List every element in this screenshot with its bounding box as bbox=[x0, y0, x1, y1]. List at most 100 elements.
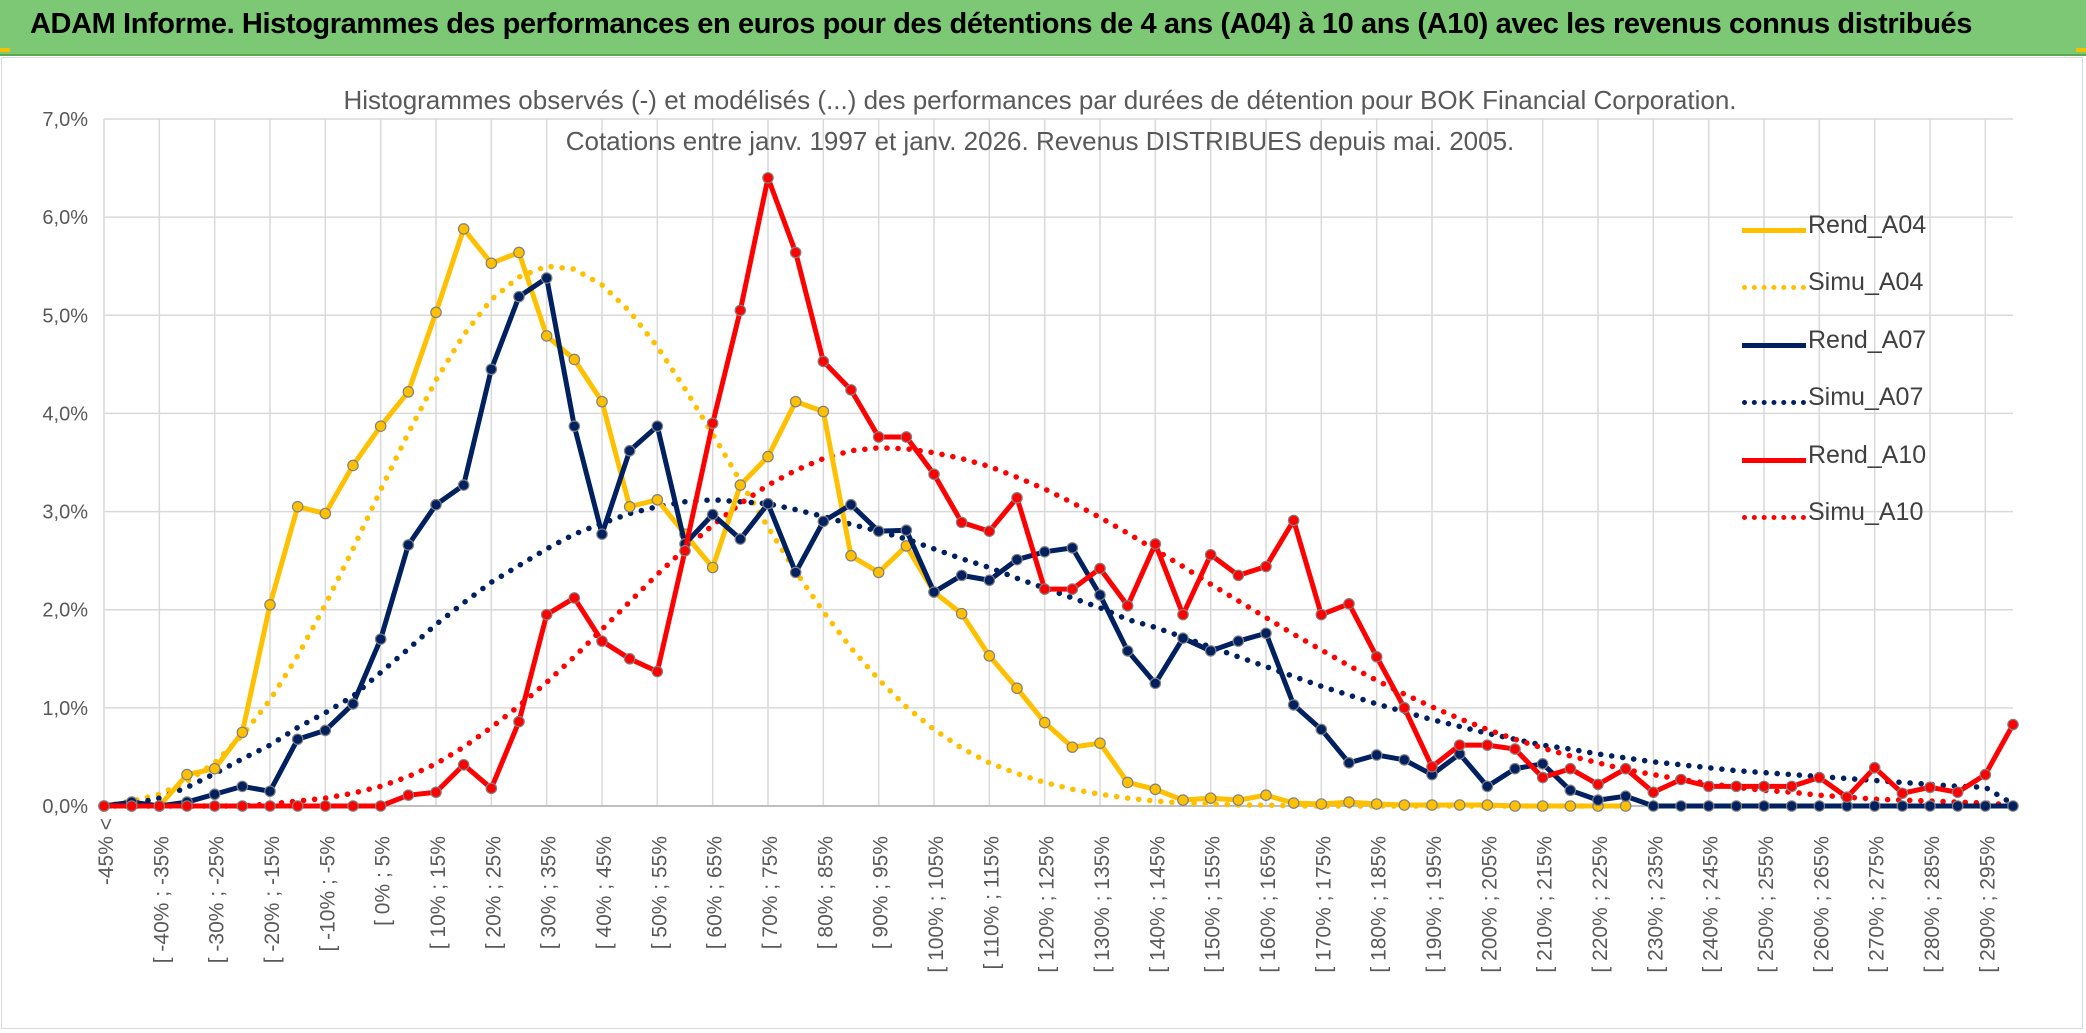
data-point-rend-a10 bbox=[1011, 492, 1023, 504]
data-point-rend-a04 bbox=[291, 500, 304, 513]
report-header-bar: ADAM Informe. Histogrammes des performan… bbox=[0, 0, 2086, 56]
data-point-rend-a10 bbox=[1702, 780, 1715, 793]
legend-swatch-simu-a04 bbox=[1742, 285, 1806, 290]
data-point-rend-a07 bbox=[1702, 800, 1715, 812]
data-point-rend-a10 bbox=[153, 800, 166, 812]
data-point-rend-a10 bbox=[1398, 702, 1411, 714]
x-tick-label: [ -20% ; -15% bbox=[261, 836, 284, 963]
data-point-rend-a10 bbox=[402, 789, 415, 802]
data-point-rend-a04 bbox=[485, 257, 498, 270]
data-point-rend-a07 bbox=[1011, 553, 1023, 566]
data-point-rend-a10 bbox=[762, 172, 774, 184]
x-axis-labels: -45% < [ -40% ; -35% [ -30% ; -25% [ -20% ;… bbox=[95, 818, 1999, 973]
data-point-rend-a04 bbox=[762, 450, 774, 463]
legend-label-rend-a04: Rend_A04 bbox=[1808, 211, 1927, 239]
data-point-rend-a10 bbox=[540, 608, 553, 621]
data-point-rend-a07 bbox=[513, 290, 525, 303]
legend-label-rend-a10: Rend_A10 bbox=[1808, 441, 1927, 469]
data-point-rend-a10 bbox=[1758, 780, 1770, 793]
data-point-rend-a04 bbox=[706, 561, 719, 574]
data-point-rend-a04 bbox=[1232, 794, 1245, 806]
legend-item-rend-a10[interactable]: Rend_A10 bbox=[1740, 438, 1970, 478]
data-point-rend-a10 bbox=[264, 800, 276, 812]
x-tick-label: [ 40% ; 45% bbox=[593, 836, 616, 949]
data-point-rend-a10 bbox=[374, 800, 387, 812]
data-point-rend-a10 bbox=[125, 800, 138, 812]
x-tick-label: [ 130% ; 135% bbox=[1091, 836, 1114, 973]
data-point-rend-a10 bbox=[181, 800, 193, 812]
data-point-rend-a10 bbox=[98, 800, 110, 812]
data-point-rend-a07 bbox=[845, 498, 857, 511]
legend-swatch-rend-a07 bbox=[1742, 343, 1806, 348]
legend-item-simu-a07[interactable]: Simu_A07 bbox=[1740, 380, 1970, 420]
data-point-rend-a10 bbox=[236, 800, 249, 812]
x-tick-label: [ 70% ; 75% bbox=[759, 836, 782, 949]
y-tick-label: 4,0% bbox=[42, 403, 88, 425]
data-point-rend-a07 bbox=[1896, 800, 1909, 812]
y-tick-label: 2,0% bbox=[42, 600, 88, 622]
data-point-rend-a07 bbox=[955, 569, 968, 582]
data-point-rend-a10 bbox=[1509, 743, 1521, 755]
report-title: ADAM Informe. Histogrammes des performan… bbox=[30, 8, 1972, 40]
legend-item-rend-a07[interactable]: Rend_A07 bbox=[1740, 323, 1970, 363]
data-point-rend-a04 bbox=[1287, 797, 1300, 809]
data-point-rend-a07 bbox=[1481, 780, 1494, 793]
data-point-rend-a04 bbox=[540, 330, 553, 342]
legend-item-simu-a10[interactable]: Simu_A10 bbox=[1740, 495, 1970, 535]
legend-item-rend-a04[interactable]: Rend_A04 bbox=[1740, 208, 1970, 248]
data-point-rend-a07 bbox=[1619, 790, 1632, 802]
x-tick-label: [ 290% ; 295% bbox=[1976, 836, 1999, 973]
data-point-rend-a10 bbox=[457, 758, 470, 771]
legend-label-simu-a10: Simu_A10 bbox=[1808, 498, 1924, 526]
data-point-rend-a10 bbox=[1204, 548, 1217, 561]
legend-item-simu-a04[interactable]: Simu_A04 bbox=[1740, 265, 1970, 305]
data-point-rend-a07 bbox=[1813, 800, 1826, 812]
data-point-rend-a10 bbox=[872, 431, 885, 443]
data-point-rend-a07 bbox=[900, 524, 913, 537]
data-point-rend-a10 bbox=[1896, 787, 1909, 800]
x-tick-label: [ 20% ; 25% bbox=[482, 836, 505, 949]
data-point-rend-a10 bbox=[291, 800, 304, 812]
data-point-rend-a10 bbox=[1287, 514, 1300, 527]
x-tick-label: [ 110% ; 115% bbox=[980, 836, 1003, 969]
data-point-rend-a07 bbox=[1647, 800, 1660, 812]
x-tick-label: [ 140% ; 145% bbox=[1146, 836, 1169, 973]
data-point-rend-a04 bbox=[1121, 776, 1134, 789]
x-tick-label: [ -10% ; -5% bbox=[316, 836, 339, 952]
legend-swatch-simu-a07 bbox=[1742, 400, 1806, 405]
data-point-rend-a10 bbox=[1564, 762, 1577, 775]
data-point-rend-a04 bbox=[734, 479, 747, 491]
data-point-rend-a07 bbox=[762, 497, 774, 510]
data-point-rend-a07 bbox=[1066, 542, 1079, 554]
data-point-rend-a04 bbox=[1011, 682, 1023, 695]
x-tick-label: [ 250% ; 255% bbox=[1755, 836, 1778, 973]
data-point-rend-a04 bbox=[319, 507, 332, 520]
data-point-rend-a04 bbox=[1343, 796, 1355, 808]
x-tick-label: [ 220% ; 225% bbox=[1589, 836, 1612, 973]
data-point-rend-a04 bbox=[430, 306, 442, 319]
data-point-rend-a07 bbox=[1924, 800, 1936, 812]
data-point-rend-a10 bbox=[955, 516, 968, 529]
data-point-rend-a07 bbox=[596, 528, 608, 540]
data-point-rend-a07 bbox=[485, 363, 498, 376]
legend-label-simu-a07: Simu_A07 bbox=[1808, 383, 1924, 411]
data-point-rend-a04 bbox=[1481, 799, 1494, 811]
data-point-rend-a10 bbox=[1592, 778, 1604, 791]
data-point-rend-a04 bbox=[623, 500, 636, 513]
data-point-rend-a07 bbox=[1730, 800, 1743, 812]
data-point-rend-a10 bbox=[1426, 760, 1438, 773]
x-tick-label: [ 240% ; 245% bbox=[1700, 836, 1723, 973]
data-point-rend-a07 bbox=[1398, 754, 1411, 766]
x-tick-label: [ 170% ; 175% bbox=[1312, 836, 1335, 973]
y-tick-label: 7,0% bbox=[42, 109, 88, 131]
data-point-rend-a07 bbox=[1149, 677, 1162, 690]
x-tick-label: [ 230% ; 235% bbox=[1644, 836, 1667, 973]
data-point-rend-a07 bbox=[1592, 794, 1604, 806]
data-point-rend-a04 bbox=[1038, 716, 1051, 729]
x-tick-label: [ 120% ; 125% bbox=[1036, 836, 1059, 973]
chart-subtitle: Cotations entre janv. 1997 et janv. 2026… bbox=[566, 126, 1515, 156]
series-lines bbox=[98, 172, 2019, 812]
corner-accent-left bbox=[0, 48, 10, 52]
data-point-rend-a07 bbox=[374, 633, 387, 645]
data-point-rend-a10 bbox=[1924, 781, 1936, 794]
